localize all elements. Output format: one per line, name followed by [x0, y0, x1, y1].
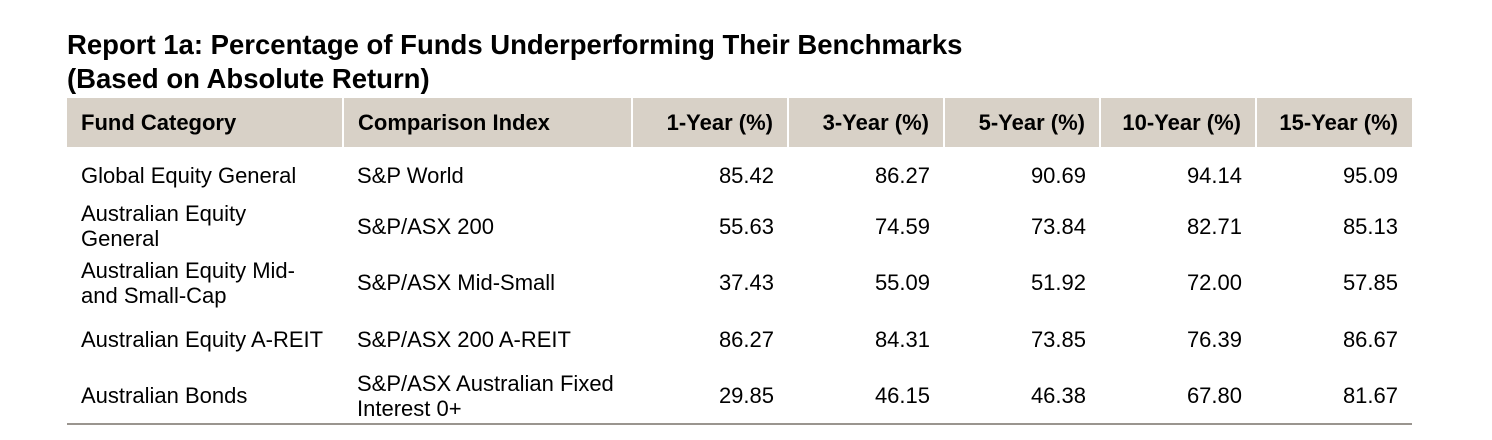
cell-3-year: 55.09 — [874, 270, 930, 296]
cell-1-year: 55.63 — [718, 213, 774, 239]
cell-10-year: 76.39 — [1186, 326, 1242, 352]
table-row: Australian Equity A-REIT S&P/ASX 200 A-R… — [67, 311, 1412, 368]
cell-1-year: 37.43 — [718, 270, 774, 296]
cell-5-year: 46.38 — [944, 367, 1100, 426]
cell-15-year: 81.67 — [1256, 367, 1412, 426]
cell-3-year: 84.31 — [874, 326, 930, 352]
report-title-line1: Report 1a: Percentage of Funds Underperf… — [67, 29, 963, 60]
cell-1-year: 86.27 — [718, 326, 774, 352]
cell-fund-category: Australian Equity Mid- and Small-Cap — [81, 257, 295, 308]
table-row: Global Equity General S&P World 85.42 86… — [67, 147, 1412, 198]
cell-fund-category: Australian Equity General — [81, 201, 247, 252]
table-row: Australian Equity General S&P/ASX 200 55… — [67, 198, 1412, 255]
cell-comparison-index: S&P/ASX 200 — [357, 213, 494, 239]
cell-15-year: 85.13 — [1342, 213, 1398, 239]
table-header-row: Fund Category Comparison Index 1-Year (%… — [67, 98, 1412, 147]
header-3-year: 3-Year (%) — [787, 98, 944, 147]
cell-1-year: 85.42 — [718, 163, 774, 188]
cell-10-year: 82.71 — [1186, 213, 1242, 239]
report-title: Report 1a: Percentage of Funds Underperf… — [67, 28, 1367, 96]
header-10-year: 10-Year (%) — [1099, 98, 1256, 147]
cell-comparison-index: S&P/ASX 200 A-REIT — [357, 326, 571, 352]
header-1-year: 1-Year (%) — [631, 98, 788, 147]
cell-10-year: 67.80 — [1100, 367, 1256, 426]
table-row: Australian Equity Mid- and Small-Cap S&P… — [67, 255, 1412, 312]
cell-comparison-index: S&P World — [357, 163, 464, 188]
cell-15-year: 95.09 — [1342, 163, 1398, 188]
cell-1-year: 29.85 — [632, 367, 788, 426]
table-row: Australian Bonds S&P/ASX Australian Fixe… — [67, 367, 1412, 426]
cell-fund-category: Australian Equity A-REIT — [81, 326, 324, 352]
cell-15-year: 86.67 — [1342, 326, 1398, 352]
cell-5-year: 90.69 — [1030, 163, 1086, 188]
underperformance-table: Fund Category Comparison Index 1-Year (%… — [67, 98, 1412, 426]
header-15-year: 15-Year (%) — [1255, 98, 1412, 147]
cell-5-year: 51.92 — [1030, 270, 1086, 296]
cell-10-year: 94.14 — [1186, 163, 1242, 188]
cell-fund-category: Australian Bonds — [67, 367, 343, 426]
header-comparison-index: Comparison Index — [342, 98, 632, 147]
header-5-year: 5-Year (%) — [943, 98, 1100, 147]
cell-3-year: 46.15 — [788, 367, 944, 426]
cell-comparison-index: S&P/ASX Mid-Small — [357, 270, 556, 296]
cell-comparison-index: S&P/ASX Australian Fixed Interest 0+ — [343, 367, 632, 426]
cell-10-year: 72.00 — [1186, 270, 1242, 296]
cell-5-year: 73.85 — [1030, 326, 1086, 352]
header-fund-category: Fund Category — [67, 98, 343, 147]
cell-3-year: 74.59 — [874, 213, 930, 239]
cell-fund-category: Global Equity General — [81, 163, 297, 188]
cell-15-year: 57.85 — [1342, 270, 1398, 296]
cell-3-year: 86.27 — [874, 163, 930, 188]
cell-5-year: 73.84 — [1030, 213, 1086, 239]
report-title-line2: (Based on Absolute Return) — [67, 63, 430, 94]
